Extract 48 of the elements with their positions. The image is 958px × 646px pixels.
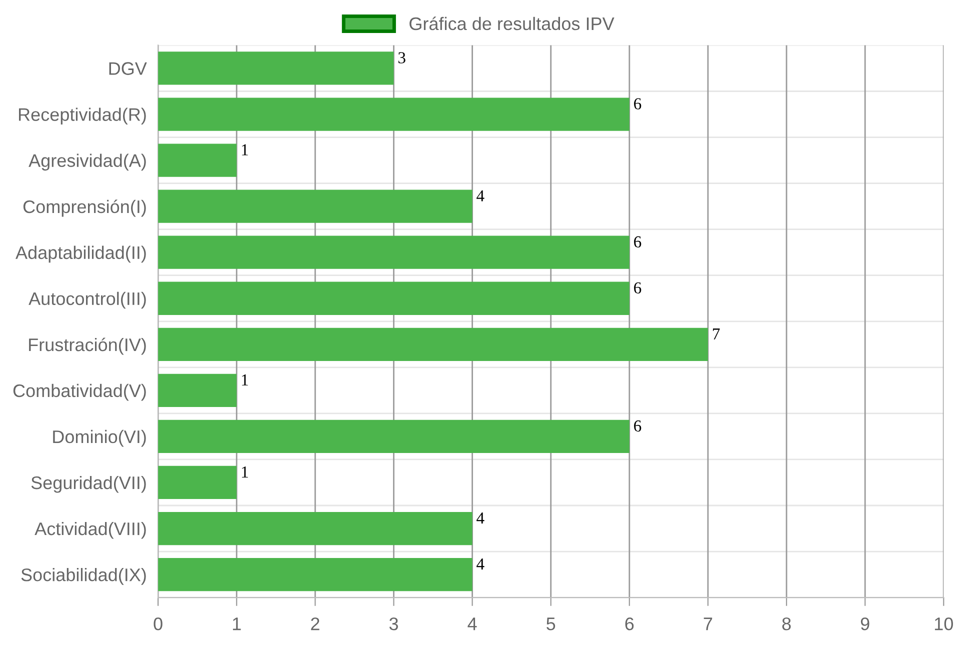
- bar: [158, 190, 472, 223]
- data-label: 6: [634, 420, 642, 432]
- bar: [158, 466, 237, 500]
- data-label: 7: [712, 328, 720, 340]
- data-label: 6: [634, 98, 642, 110]
- x-tick-label: 0: [154, 617, 162, 630]
- data-label: 6: [634, 282, 642, 294]
- bar: [158, 328, 708, 361]
- bar: [158, 236, 630, 269]
- bar: [158, 374, 237, 407]
- bar: [158, 282, 630, 315]
- x-tick-label: 8: [782, 617, 791, 630]
- y-tick-label: Autocontrol(III): [28, 292, 146, 309]
- y-tick-label: Combatividad(V): [13, 384, 146, 401]
- x-tick-label: 1: [232, 618, 241, 630]
- bar: [158, 98, 630, 131]
- bar: [158, 52, 394, 85]
- y-tick-label: Receptividad(R): [19, 108, 146, 125]
- x-tick-label: 10: [934, 617, 953, 630]
- bar: [158, 144, 237, 177]
- y-tick-label: Adaptabilidad(II): [16, 246, 146, 263]
- y-tick-label: Sociabilidad(IX): [21, 568, 146, 585]
- y-tick-label: DGV: [109, 62, 147, 75]
- legend-label: Gráfica de resultados IPV: [410, 16, 614, 30]
- x-tick-label: 4: [468, 618, 477, 630]
- data-label: 4: [476, 190, 484, 202]
- y-tick-label: Agresividad(A): [28, 154, 146, 171]
- y-tick-label: Frustración(IV): [29, 338, 146, 355]
- data-label: 1: [242, 374, 248, 386]
- y-tick-label: Comprensión(I): [23, 200, 146, 217]
- x-tick-label: 9: [860, 617, 870, 630]
- y-tick-label: Seguridad(VII): [31, 476, 146, 493]
- bar: [158, 558, 472, 592]
- bar: [158, 512, 472, 546]
- y-tick-label: Dominio(VI): [53, 430, 146, 447]
- data-label: 1: [242, 144, 248, 156]
- bar: [158, 420, 630, 454]
- x-tick-label: 7: [704, 618, 712, 630]
- x-tick-label: 6: [625, 617, 634, 630]
- data-label: 1: [242, 466, 248, 478]
- data-label: 4: [476, 512, 484, 524]
- y-tick-label: Actividad(VIII): [34, 522, 146, 539]
- x-tick-label: 3: [389, 617, 398, 630]
- data-label: 4: [476, 558, 484, 570]
- x-tick-label: 2: [311, 617, 320, 630]
- data-label: 6: [634, 236, 642, 248]
- data-label: 3: [398, 52, 406, 64]
- x-tick-label: 5: [546, 618, 556, 630]
